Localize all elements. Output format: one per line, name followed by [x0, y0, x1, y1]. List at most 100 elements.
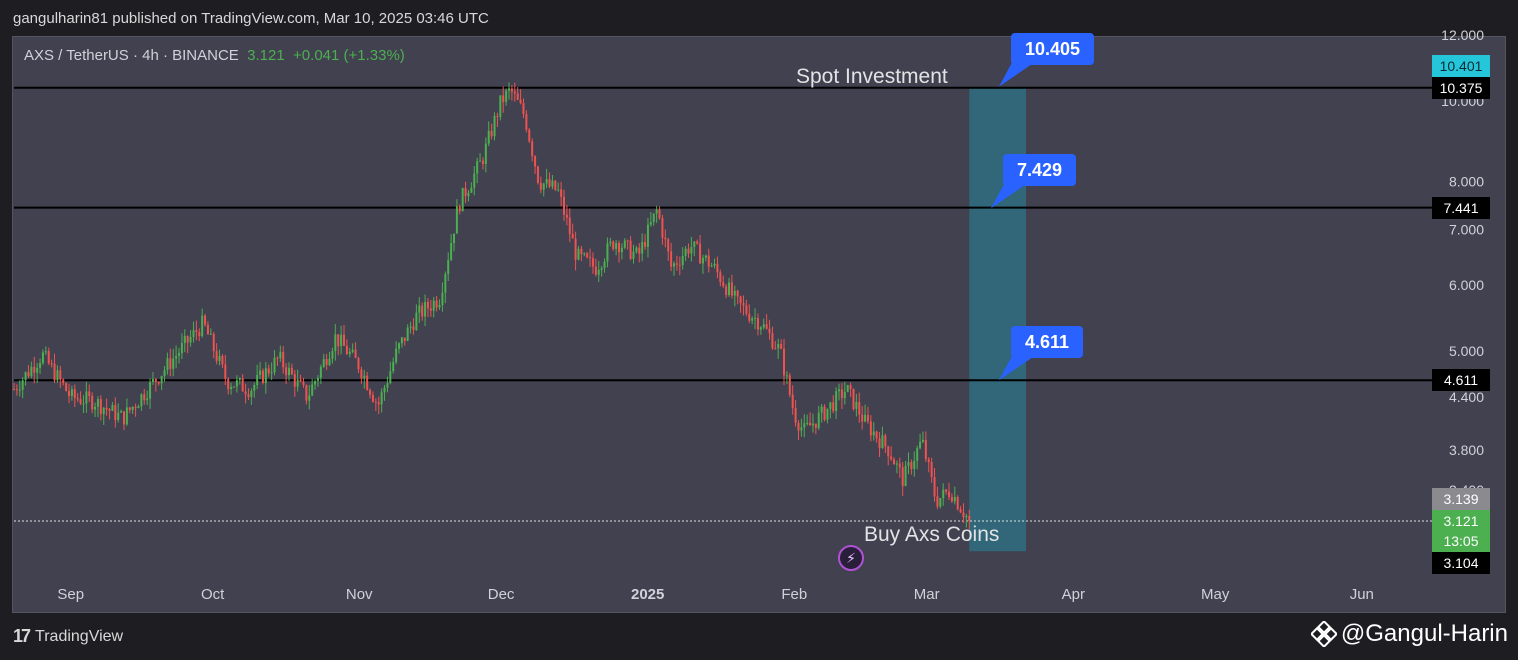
y-tick-label: 5.000	[1449, 343, 1484, 359]
candle	[887, 445, 890, 466]
candle-body	[814, 423, 817, 428]
candle-body	[476, 161, 479, 174]
price-callout[interactable]: 10.405	[1011, 32, 1095, 65]
candle	[916, 445, 919, 470]
candle	[233, 386, 236, 388]
candle	[583, 252, 586, 257]
candle	[311, 378, 314, 397]
candle-body	[670, 251, 673, 267]
candle	[565, 204, 568, 226]
candle-body	[299, 379, 302, 382]
tradingview-brand[interactable]: 17 TradingView	[13, 626, 123, 647]
candle-body	[438, 305, 441, 308]
candle-body	[169, 358, 172, 369]
candle-body	[79, 399, 82, 404]
candle-body	[279, 352, 282, 359]
candle-body	[108, 409, 111, 411]
candle	[105, 398, 108, 416]
candle-body	[53, 363, 56, 381]
candle-body	[259, 370, 262, 375]
chart-pane[interactable]	[12, 36, 1506, 613]
x-tick-label: Nov	[346, 586, 373, 603]
candle	[82, 395, 85, 414]
candle-body	[244, 391, 247, 395]
candle-body	[794, 408, 797, 423]
callout-pointer	[991, 182, 1029, 209]
candle	[137, 404, 140, 409]
candle-body	[111, 404, 114, 411]
candle-body	[884, 435, 887, 447]
candle	[612, 240, 615, 251]
candle	[111, 402, 114, 412]
lightning-icon[interactable]: ⚡	[838, 545, 864, 571]
candle	[673, 261, 676, 276]
candle-body	[273, 357, 276, 373]
price-axis-tag: 4.611	[1432, 369, 1490, 392]
candle-body	[771, 333, 774, 349]
candle-body	[47, 351, 50, 364]
candle-body	[843, 391, 846, 399]
candle	[357, 356, 360, 373]
candle-body	[305, 385, 308, 401]
candle	[809, 412, 812, 426]
candle	[244, 383, 247, 404]
candle	[253, 382, 256, 398]
candle	[554, 179, 557, 192]
candle-body	[192, 330, 195, 338]
candle	[290, 363, 293, 376]
candle-body	[371, 394, 374, 402]
candle	[288, 362, 291, 381]
candle	[548, 172, 551, 189]
candle	[180, 333, 183, 360]
candle	[898, 457, 901, 478]
candle	[667, 237, 670, 261]
candle-body	[357, 358, 360, 370]
candle	[959, 505, 962, 514]
candle-body	[907, 462, 910, 466]
candle	[571, 223, 574, 239]
candle	[713, 258, 716, 269]
candle	[175, 345, 178, 369]
candle-body	[267, 368, 270, 374]
candle	[412, 318, 415, 335]
candle	[279, 345, 282, 362]
price-callout[interactable]: 7.429	[1003, 154, 1077, 187]
candle	[59, 365, 62, 388]
candle	[852, 388, 855, 411]
candle-body	[366, 375, 369, 390]
candle-body	[649, 222, 652, 225]
candle-body	[96, 399, 99, 407]
candle-body	[505, 90, 508, 102]
candle	[609, 237, 612, 247]
candle-body	[360, 369, 363, 379]
candle	[53, 353, 56, 384]
candle	[215, 343, 218, 365]
candle-body	[788, 375, 791, 395]
candle	[968, 509, 971, 530]
candle	[551, 174, 554, 190]
candle-body	[933, 476, 936, 497]
candle-body	[748, 313, 751, 321]
candle	[328, 352, 331, 367]
candle-body	[502, 95, 505, 102]
candle-body	[719, 272, 722, 283]
candle	[293, 370, 296, 397]
candle	[44, 346, 47, 355]
candle-body	[276, 357, 279, 359]
candle	[699, 235, 702, 264]
candle-body	[864, 414, 867, 422]
tradingview-logo-icon: 17	[13, 626, 31, 646]
candle	[742, 295, 745, 316]
candle-body	[134, 406, 137, 409]
price-callout[interactable]: 4.611	[1011, 326, 1084, 359]
candle-body	[230, 387, 233, 390]
candle	[826, 408, 829, 424]
candle-body	[39, 363, 42, 368]
candle-body	[227, 378, 230, 390]
candle	[490, 123, 493, 140]
candle	[615, 240, 618, 256]
candle	[678, 256, 681, 276]
candle-body	[785, 375, 788, 377]
candle	[386, 376, 389, 393]
